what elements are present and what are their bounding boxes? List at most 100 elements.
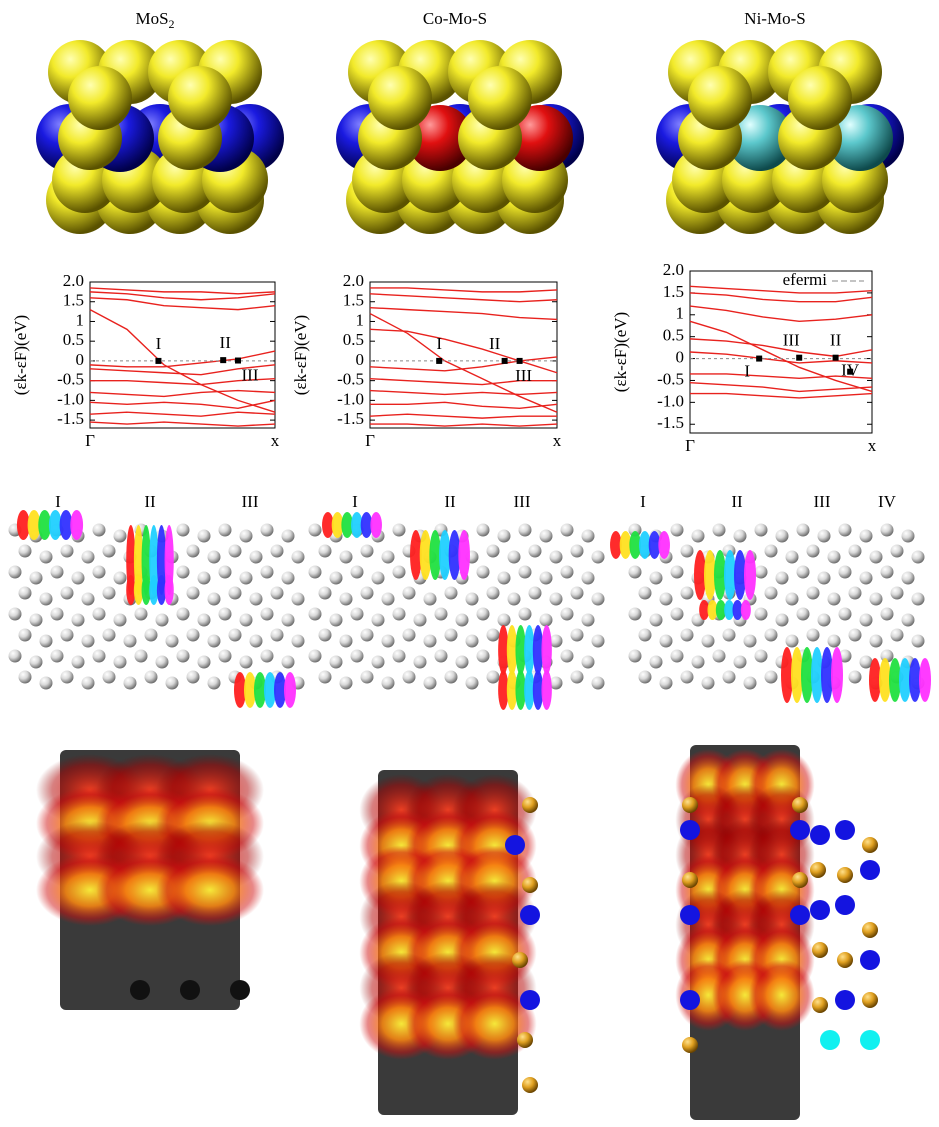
orbital-lobe: [744, 550, 756, 600]
atom: [540, 572, 553, 585]
atom: [219, 524, 232, 537]
atom: [403, 671, 416, 684]
atom: [271, 629, 284, 642]
atom: [790, 905, 810, 925]
y-tick-label: -0.5: [57, 370, 84, 389]
atom: [912, 551, 925, 564]
orbital-lobe: [165, 575, 174, 605]
atom: [650, 656, 663, 669]
atom: [786, 635, 799, 648]
atom: [571, 587, 584, 600]
atom: [282, 656, 295, 669]
atom: [82, 677, 95, 690]
atom: [765, 671, 778, 684]
density: [749, 959, 815, 1031]
atom: [382, 551, 395, 564]
orbital-lobe: [741, 600, 751, 620]
y-tick-label: 1.5: [343, 291, 364, 310]
band: [370, 308, 557, 320]
atom: [828, 635, 841, 648]
atom: [340, 677, 353, 690]
atom: [393, 650, 406, 663]
atom: [797, 524, 810, 537]
atom: [156, 614, 169, 627]
atom: [40, 593, 53, 606]
y-tick-label: -0.5: [337, 370, 364, 389]
atom: [862, 837, 878, 853]
atom: [529, 587, 542, 600]
atom: [744, 635, 757, 648]
atom: [166, 635, 179, 648]
atom: [660, 593, 673, 606]
orbital-label: II: [144, 492, 156, 511]
atom: [240, 572, 253, 585]
orbital-label: III: [514, 492, 531, 511]
atom: [72, 572, 85, 585]
band: [370, 391, 557, 395]
atom: [198, 572, 211, 585]
atom: [51, 650, 64, 663]
atom: [582, 614, 595, 627]
orbital-lobe: [370, 512, 382, 538]
orbital-lobe: [831, 647, 843, 703]
band: [690, 394, 872, 398]
atom: [671, 608, 684, 621]
atom: [250, 551, 263, 564]
atom: [498, 530, 511, 543]
atom: [435, 650, 448, 663]
orbital-lobe: [541, 625, 551, 675]
atom: [292, 551, 305, 564]
atom: [820, 1030, 840, 1050]
atom: [330, 572, 343, 585]
orbital-label: II: [731, 492, 743, 511]
k-point: [833, 355, 839, 361]
atom: [309, 524, 322, 537]
atom: [445, 671, 458, 684]
atom: [261, 608, 274, 621]
y-tick-label: -1.0: [657, 391, 684, 410]
atom: [414, 656, 427, 669]
atom: [372, 614, 385, 627]
atom: [30, 572, 43, 585]
x-tick-label: Γ: [85, 431, 95, 450]
atom: [792, 872, 808, 888]
atom: [881, 608, 894, 621]
atom: [797, 566, 810, 579]
orbital-label: III: [242, 492, 259, 511]
atom: [870, 635, 883, 648]
title-text: MoS: [135, 9, 168, 28]
y-tick-label: -1.0: [337, 389, 364, 408]
orbital-lobe: [541, 670, 551, 710]
atom: [351, 650, 364, 663]
atom: [292, 593, 305, 606]
atom: [240, 614, 253, 627]
atom: [639, 671, 652, 684]
atom: [72, 656, 85, 669]
atom: [592, 551, 605, 564]
y-tick-label: 1.5: [63, 291, 84, 310]
atom: [187, 587, 200, 600]
atom: [487, 587, 500, 600]
atom: [540, 530, 553, 543]
k-point-label: I: [156, 334, 162, 353]
atom: [860, 1030, 880, 1050]
atom: [103, 545, 116, 558]
atom: [849, 671, 862, 684]
k-point-label: IV: [841, 361, 860, 380]
atom: [19, 545, 32, 558]
atom: [702, 635, 715, 648]
atom: [849, 545, 862, 558]
atom: [776, 530, 789, 543]
atom: [282, 530, 295, 543]
atom: [723, 629, 736, 642]
atom: [351, 608, 364, 621]
atom: [682, 872, 698, 888]
atom: [818, 614, 831, 627]
atom: [860, 530, 873, 543]
k-point-label: III: [783, 331, 800, 350]
band: [90, 412, 275, 416]
atom: [456, 656, 469, 669]
atom: [713, 524, 726, 537]
atom: [755, 650, 768, 663]
atom: [519, 566, 532, 579]
